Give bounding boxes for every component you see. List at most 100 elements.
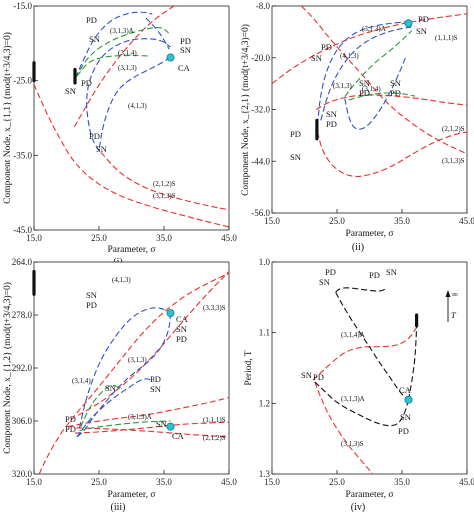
- ca-point-marker: [166, 309, 175, 318]
- annotation: SN: [96, 144, 107, 154]
- annotation: (3,1,3)A: [362, 25, 386, 33]
- annotation: SN: [386, 267, 397, 277]
- ca-point-marker: [166, 422, 175, 431]
- annotation: (4,1,3): [340, 52, 359, 60]
- annotation: SN: [400, 412, 411, 422]
- y-tick-label: 278.0: [12, 310, 33, 320]
- annotation: PD: [398, 426, 409, 436]
- annotation: PD: [369, 270, 380, 280]
- ca-point-marker: [166, 53, 175, 62]
- ca-point-marker: [404, 19, 413, 28]
- x-tick-label: 45.0: [221, 477, 237, 487]
- x-tick-label: 35.0: [156, 477, 172, 487]
- series-line-blue-dash: [76, 313, 172, 438]
- series-line-black-dash: [407, 314, 418, 400]
- annotation: (3,1,3)A: [128, 413, 152, 421]
- curves-ii: [271, 5, 468, 177]
- series-line-blue-dash: [75, 11, 153, 78]
- y-tick-label: 320.0: [12, 469, 33, 479]
- y-tick-label: 1.2: [259, 398, 270, 408]
- y-tick-label: -44.0: [251, 156, 270, 166]
- y-axis-label: Component Node, x_{1,2} (mod(t+3/4,3)=0): [2, 282, 13, 454]
- x-tick-label: 35.0: [394, 216, 410, 226]
- annotation: SN: [359, 78, 370, 88]
- y-tick-label: -25.0: [13, 76, 32, 86]
- annotation: CA: [176, 314, 189, 324]
- annotation: PD: [313, 372, 324, 382]
- series-line-red-dash: [38, 272, 230, 475]
- curves-i: [32, 5, 230, 228]
- y-tick-label: -20.0: [251, 53, 270, 63]
- series-line-blue-dash: [320, 25, 416, 121]
- annotation: SN: [65, 86, 76, 96]
- panel-label: (iii): [111, 502, 126, 512]
- series-line-red-dash: [100, 151, 230, 211]
- x-tick-label: 35.0: [394, 477, 410, 487]
- y-axis-label: Period, T: [244, 350, 254, 385]
- series-line-red-dash: [67, 396, 230, 428]
- series-line-red-dash: [74, 421, 230, 434]
- plot-frame: [271, 5, 468, 214]
- arrow-bottom-label: T: [451, 310, 457, 320]
- annotation: SN: [180, 45, 191, 55]
- series-line-blue-dash: [78, 307, 171, 428]
- annotation: PD: [325, 267, 336, 277]
- x-tick-label: 25.0: [91, 477, 107, 487]
- annotation: (3,1,4): [72, 377, 91, 385]
- y-tick-label: 292.0: [12, 363, 33, 373]
- series-line-blue-dash: [98, 57, 171, 151]
- annotation: SN: [156, 419, 167, 429]
- ca-point-marker: [404, 395, 413, 404]
- annotation: PD: [86, 300, 97, 310]
- annotation: SN: [105, 383, 116, 393]
- series-line-red-dash: [315, 94, 468, 110]
- y-tick-label: -35.0: [13, 150, 32, 160]
- annotation: PD: [65, 424, 76, 434]
- y-tick-label: 264.0: [12, 257, 33, 267]
- annotation: (4,1,3): [128, 102, 147, 110]
- x-axis-label: Parameter, σ: [346, 229, 394, 239]
- annotation: PD: [89, 131, 100, 141]
- annotation: SN: [390, 78, 401, 88]
- y-axis-label: Component Node, x_{1,1} (mod(t+3/4,3)=0): [2, 32, 13, 204]
- series-line-green-dash: [348, 92, 416, 101]
- series-line-green-dash: [76, 54, 150, 77]
- panel-i: 15.0 25.0 35.0 45.0 -15.0 -25.0 -35.0 -45.0 Par…: [2, 1, 237, 268]
- y-tick-label: -8.0: [256, 1, 271, 11]
- annotation: (3,1,3): [118, 64, 137, 72]
- plot-frame: [33, 5, 230, 231]
- y-tick-label: 1.1: [259, 328, 270, 338]
- x-tick-label: 35.0: [156, 233, 172, 243]
- y-tick-label: 1.3: [259, 469, 271, 479]
- annotation: CA: [399, 385, 412, 395]
- annotation: SN: [416, 26, 427, 36]
- x-axis-label: Parameter, σ: [108, 490, 156, 500]
- x-tick-label: 15.0: [264, 477, 280, 487]
- annotation: SN: [301, 370, 312, 380]
- annotation: PD: [290, 129, 301, 139]
- series-line-red-dash: [33, 84, 230, 228]
- annotation: PD: [150, 374, 161, 384]
- annotation: PD: [180, 36, 191, 46]
- series-line-red-dash: [314, 381, 374, 475]
- series-line-red-dash: [271, 13, 468, 85]
- panel-iv: 15.0 25.0 35.0 45.0 1.0 1.1 1.2 1.3 Parameter, …: [244, 257, 474, 512]
- series-line-red-dash: [316, 131, 468, 177]
- annotation: PD: [65, 414, 76, 424]
- series-line-red-dash: [77, 271, 230, 416]
- annotation: (3,3,3)S: [203, 304, 226, 312]
- annotation: PD: [321, 42, 332, 52]
- annotation: (2,1,2)S: [153, 180, 176, 188]
- x-tick-label: 15.0: [264, 216, 280, 226]
- y-tick-label: 1.0: [259, 257, 271, 267]
- y-axis-label: Component Node, x_{2,1} (mod(t+3/4,3)=0): [240, 24, 251, 196]
- annotation: (3,1,4): [118, 49, 137, 57]
- annotation: (3,1,3): [128, 356, 147, 364]
- annotation: (1,1,1)S: [203, 416, 226, 424]
- curves-iii: [32, 269, 230, 475]
- annotation: PD: [359, 88, 370, 98]
- x-tick-label: 15.0: [26, 477, 42, 487]
- annotation: PD: [418, 14, 429, 24]
- series-line-blue-dash: [145, 17, 170, 50]
